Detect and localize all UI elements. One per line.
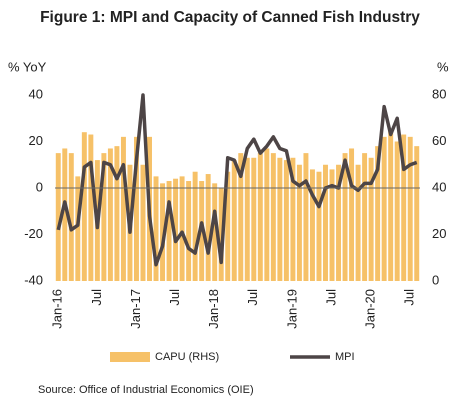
bar [270,153,276,281]
x-tick-label: Jan-19 [284,289,299,329]
x-tick-label: Jan-18 [206,289,221,329]
bar [401,134,407,281]
bar [88,134,94,281]
x-tick-label: Jul [89,289,104,306]
x-tick-label: Jan-20 [363,289,378,329]
bar [303,153,309,281]
bar [257,153,263,281]
bar [316,171,322,281]
bar [329,169,335,281]
y-tick-label: 20 [29,133,43,148]
y2-tick-label: 0 [432,272,439,287]
bar [375,146,381,281]
y-tick-label: -40 [24,272,43,287]
x-tick-label: Jul [167,289,182,306]
bar [231,160,237,281]
source: Source: Office of Industrial Economics (… [38,384,254,396]
bar [114,146,120,281]
bar [62,148,68,281]
bar [336,164,342,281]
y2-axis-label: % [437,59,449,74]
bar [212,183,218,281]
bar [205,174,211,281]
bar [296,164,302,281]
bar [133,136,139,281]
x-tick-label: Jul [402,289,417,306]
bar [238,153,244,281]
y2-tick-label: 20 [432,226,446,241]
bar [362,153,368,281]
y2-tick-label: 80 [432,86,446,101]
line [56,93,418,267]
x-tick-label: Jul [245,289,260,306]
bar [140,164,146,281]
bar [264,148,270,281]
bar [244,157,250,281]
x-tick-label: Jul [323,289,338,306]
bar [81,132,87,281]
legend-swatch [110,352,150,362]
bar [414,146,420,281]
bar [283,160,289,281]
bar [101,153,107,281]
bar [173,178,179,281]
y-tick-label: 40 [29,86,43,101]
bar [342,153,348,281]
bar [225,171,231,281]
bar [120,136,126,281]
y-tick-label: -20 [24,226,43,241]
chart-title: Figure 1: MPI and Capacity of Canned Fis… [40,9,420,26]
bar [107,148,113,281]
bar [277,157,283,281]
bar [186,181,192,281]
bar [179,176,185,281]
bar [153,176,159,281]
y2-tick-label: 40 [432,179,446,194]
bar [68,153,74,281]
bar [192,171,198,281]
bar [368,157,374,281]
bar [381,136,387,281]
bar [323,164,328,281]
legend-label: MPI [335,351,355,363]
bar [251,157,257,281]
y-axis-label: % YoY [8,59,47,74]
bar [166,181,172,281]
bar [290,157,296,281]
bar [349,148,355,281]
bar [388,129,394,281]
x-tick-label: Jan-16 [50,289,65,329]
legend-label: CAPU (RHS) [155,351,219,363]
bar [309,169,315,281]
bar [160,183,166,281]
y-tick-label: 0 [36,179,43,194]
bar [75,176,81,281]
x-tick-label: Jan-17 [128,289,143,329]
bar [407,136,413,281]
bar [55,153,61,281]
bar [394,141,400,281]
y2-tick-label: 60 [432,133,446,148]
bar [355,164,361,281]
